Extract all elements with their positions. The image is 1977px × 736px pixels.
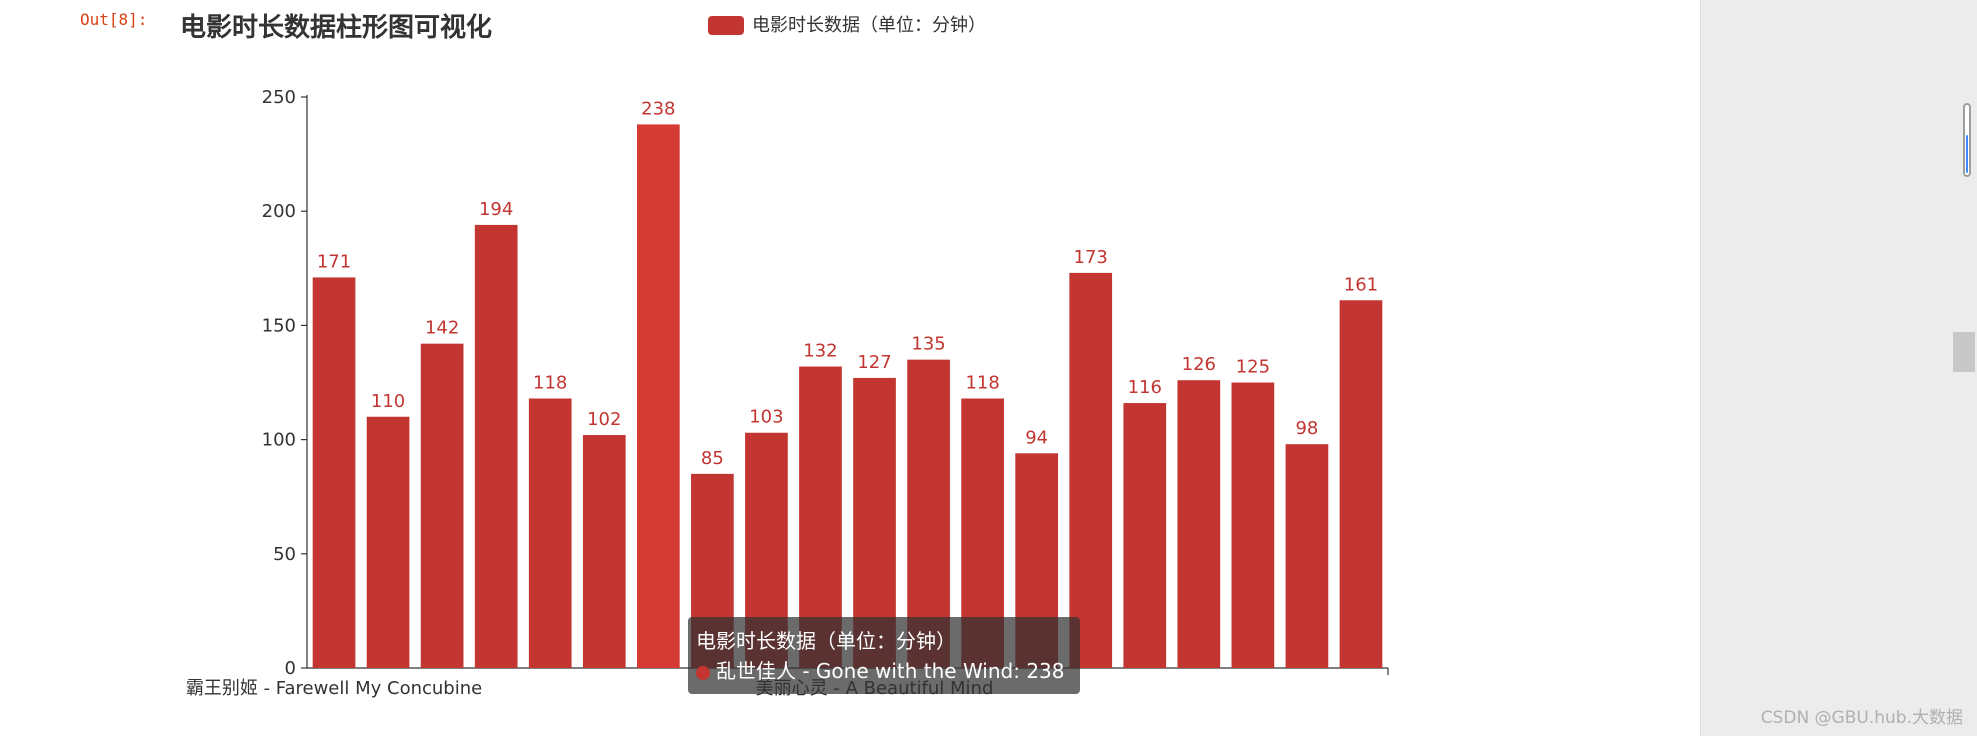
bar-value-label: 125 [1236, 357, 1270, 378]
watermark: CSDN @GBU.hub.大数据 [1760, 708, 1963, 728]
y-tick-label: 50 [273, 544, 296, 565]
bar-value-label: 118 [965, 372, 999, 393]
chart-title-text: 电影时长数据柱形图可视化 [180, 13, 492, 43]
scroll-indicator-fill [1966, 135, 1968, 173]
tooltip-series-marker [696, 665, 710, 680]
bar-value-label: 110 [371, 391, 405, 412]
tooltip-row: 乱世佳人 - Gone with the Wind: 238 [696, 656, 1072, 686]
bar[interactable] [474, 224, 518, 669]
bar-value-label: 98 [1295, 418, 1318, 439]
bar[interactable] [528, 398, 572, 668]
y-tick-label: 0 [285, 658, 296, 679]
bar[interactable] [1231, 382, 1275, 669]
bar-value-label: 135 [911, 334, 945, 355]
bar-value-label: 126 [1182, 354, 1216, 375]
scrollbar-thumb[interactable] [1953, 332, 1975, 372]
bar-value-label: 194 [479, 199, 513, 220]
side-panel [1700, 0, 1977, 736]
legend-label[interactable]: 电影时长数据（单位：分钟） [752, 15, 986, 36]
bar-value-label: 161 [1344, 274, 1378, 295]
scroll-indicator[interactable] [1963, 103, 1971, 177]
bar-value-label: 142 [425, 318, 459, 339]
bar[interactable] [366, 416, 410, 668]
y-tick-label: 150 [262, 315, 296, 336]
chart-title: 电影时长数据柱形图可视化 [180, 13, 492, 43]
bar[interactable] [1123, 403, 1167, 668]
y-tick-label: 100 [262, 430, 296, 451]
y-tick-label: 200 [262, 201, 296, 222]
bar[interactable] [312, 277, 356, 668]
bar[interactable] [1339, 300, 1383, 668]
tooltip-text: 乱世佳人 - Gone with the Wind: 238 [716, 659, 1065, 683]
tooltip-title: 电影时长数据（单位：分钟） [696, 629, 956, 653]
chart-legend[interactable]: 电影时长数据（单位：分钟） [708, 15, 986, 36]
bar-value-label: 102 [587, 409, 621, 430]
output-prompt: Out[8]: [80, 10, 148, 29]
bar-value-label: 238 [641, 98, 675, 119]
bar-value-label: 116 [1128, 377, 1162, 398]
bar-value-label: 94 [1025, 427, 1048, 448]
chart-tooltip: 电影时长数据（单位：分钟） 乱世佳人 - Gone with the Wind:… [688, 617, 1080, 694]
bar-value-label: 171 [317, 251, 351, 272]
bar[interactable] [1285, 444, 1329, 668]
bar-series [312, 124, 1383, 669]
bar[interactable] [907, 359, 950, 668]
x-category-label: 霸王别姬 - Farewell My Concubine [186, 678, 482, 699]
legend-swatch[interactable] [708, 16, 744, 35]
bar[interactable] [420, 343, 464, 668]
bar-value-label: 85 [701, 448, 724, 469]
bar-value-label: 103 [749, 407, 783, 428]
bar[interactable] [1069, 272, 1113, 668]
bar[interactable] [1177, 380, 1221, 668]
y-tick-label: 250 [262, 87, 296, 108]
bar-value-label: 173 [1074, 247, 1108, 268]
bar[interactable] [636, 124, 680, 668]
bar-value-labels: 171 110 142 194 118 102 238 85 103 132 127 135 118 94… [317, 98, 1378, 468]
bar-value-label: 127 [857, 352, 891, 373]
bar[interactable] [582, 435, 626, 668]
bar-value-label: 118 [533, 372, 567, 393]
notebook-output-area: Out[8]: [80, 10, 148, 29]
bar-value-label: 132 [803, 341, 837, 362]
